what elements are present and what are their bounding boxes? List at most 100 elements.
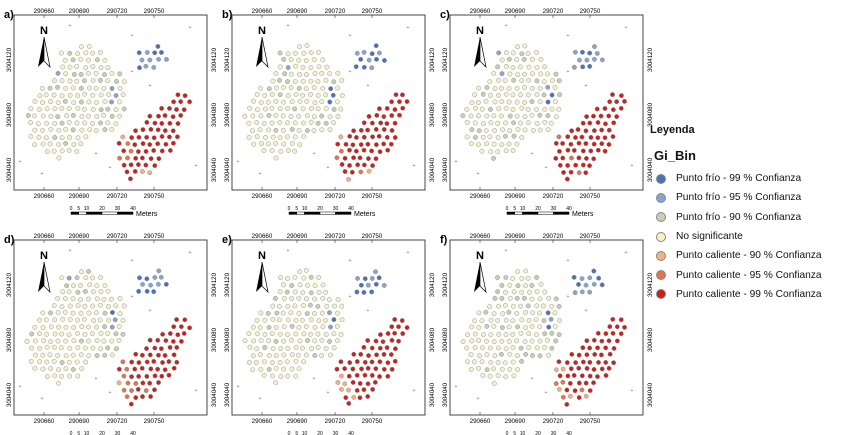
hotspot-point [113,331,119,337]
hotspot-point [59,105,65,111]
scale-tick: 30 [551,431,557,435]
hotspot-point [293,358,299,364]
hotspot-point [595,374,600,380]
hotspot-point [105,78,111,84]
hotspot-point [144,50,150,55]
hotspot-point [74,120,80,126]
x-tick-label: 290690 [505,193,526,200]
hotspot-point [62,98,68,104]
hotspot-point [98,120,104,126]
hotspot-point [496,303,501,309]
hotspot-point [52,331,58,337]
hotspot-point [303,72,309,78]
hotspot-point [312,71,318,76]
hotspot-point [259,141,265,146]
hotspot-point [492,99,498,105]
scale-tick: 10 [520,431,526,435]
hotspot-point [472,134,478,140]
hotspot-point [296,366,302,372]
hotspot-point [465,359,470,365]
hotspot-point [305,282,311,288]
hotspot-point [384,134,390,140]
hotspot-point [365,381,371,387]
hotspot-point [591,380,596,386]
x-tick-label: 290750 [580,233,601,240]
hotspot-point [292,79,298,85]
hotspot-point [265,99,271,105]
hotspot-point [293,373,299,379]
hotspot-point [102,57,108,63]
hotspot-point [376,50,382,56]
hotspot-point [381,351,387,357]
hotspot-point [253,360,259,365]
hotspot-point [292,120,298,126]
hotspot-point [109,352,115,358]
hotspot-point [90,50,96,56]
hotspot-point [284,289,290,295]
hotspot-point [538,71,544,77]
hotspot-point [25,113,31,118]
hotspot-point [59,331,65,337]
hotspot-point [397,112,402,118]
hotspot-point [579,289,585,295]
hotspot-point [607,351,613,357]
hotspot-point [542,289,548,295]
hotspot-point [147,380,153,386]
scale-tick: 40 [566,431,572,435]
hotspot-point [576,395,582,400]
hotspot-point [75,135,81,141]
hotspot-point [116,366,122,372]
hotspot-point [522,85,527,90]
hotspot-point [502,360,508,366]
hotspot-point [537,112,543,118]
empty-point-mark: + [19,159,22,165]
hotspot-point [525,120,531,126]
hotspot-point [511,289,517,295]
hotspot-point [529,323,535,329]
hotspot-point [78,56,84,62]
hotspot-point [347,133,353,139]
hotspot-point [618,105,624,111]
hotspot-point [70,57,76,63]
hotspot-point [384,121,390,126]
hotspot-point [174,359,180,365]
hotspot-point [514,338,520,344]
x-tick-label: 290750 [144,233,165,240]
hotspot-point [63,353,69,359]
hotspot-point [285,346,291,351]
hotspot-point [521,295,527,301]
north-arrow-icon [38,37,44,67]
hotspot-point [255,331,260,337]
hotspot-point [373,281,379,287]
hotspot-point [374,352,380,358]
legend-item-label: Punto frío - 95 % Confianza [676,192,802,204]
empty-point-mark: + [413,163,416,169]
scale-tick: 30 [115,206,121,212]
hotspot-point [75,289,81,295]
hotspot-point [530,56,535,62]
hotspot-point [499,142,505,148]
hotspot-point [545,113,551,119]
hotspot-point [178,324,184,330]
hotspot-point [579,276,585,282]
hotspot-point [320,324,326,330]
y-tick-label: 3004120 [442,47,449,72]
hotspot-point [580,345,586,351]
hotspot-point [496,50,502,56]
hotspot-point [289,127,295,132]
hotspot-point [521,71,527,77]
hotspot-point [303,296,309,302]
hotspot-point [320,57,326,63]
empty-point-mark: + [195,388,198,394]
scale-tick: 5 [513,206,516,212]
hotspot-point [576,352,582,358]
y-tick-label: 3004080 [442,327,449,352]
hotspot-point [335,85,340,91]
hotspot-point [147,57,153,63]
hotspot-point [484,141,489,147]
hotspot-point [312,296,318,302]
hotspot-point [56,380,61,386]
hotspot-point [579,134,585,140]
hotspot-point [98,274,103,280]
hotspot-point [109,99,114,105]
